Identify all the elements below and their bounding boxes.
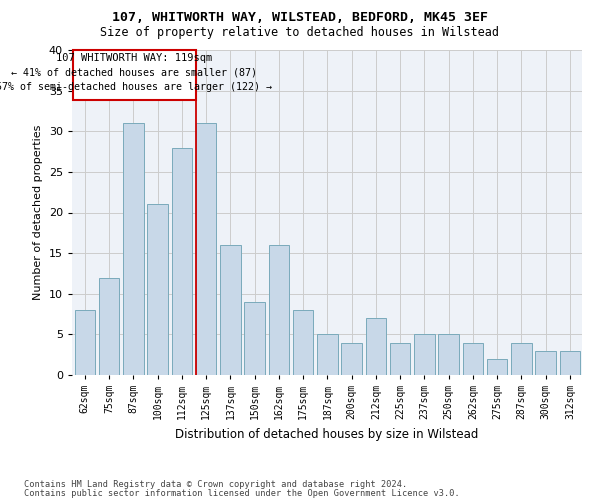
Bar bbox=[293, 310, 313, 375]
Bar bbox=[73, 50, 196, 100]
Bar bbox=[463, 342, 483, 375]
Bar bbox=[99, 278, 119, 375]
Bar bbox=[317, 334, 338, 375]
Text: 107 WHITWORTH WAY: 119sqm: 107 WHITWORTH WAY: 119sqm bbox=[56, 53, 212, 63]
Bar bbox=[439, 334, 459, 375]
Bar bbox=[560, 350, 580, 375]
Bar bbox=[147, 204, 168, 375]
Bar bbox=[196, 123, 217, 375]
Text: Contains HM Land Registry data © Crown copyright and database right 2024.: Contains HM Land Registry data © Crown c… bbox=[24, 480, 407, 489]
Text: Size of property relative to detached houses in Wilstead: Size of property relative to detached ho… bbox=[101, 26, 499, 39]
Text: ← 41% of detached houses are smaller (87): ← 41% of detached houses are smaller (87… bbox=[11, 68, 257, 78]
Bar bbox=[123, 123, 143, 375]
Bar bbox=[269, 245, 289, 375]
Bar bbox=[511, 342, 532, 375]
Bar bbox=[365, 318, 386, 375]
Bar bbox=[244, 302, 265, 375]
Bar bbox=[74, 310, 95, 375]
Text: 107, WHITWORTH WAY, WILSTEAD, BEDFORD, MK45 3EF: 107, WHITWORTH WAY, WILSTEAD, BEDFORD, M… bbox=[112, 11, 488, 24]
Bar bbox=[341, 342, 362, 375]
Text: Contains public sector information licensed under the Open Government Licence v3: Contains public sector information licen… bbox=[24, 488, 460, 498]
Bar bbox=[220, 245, 241, 375]
Y-axis label: Number of detached properties: Number of detached properties bbox=[33, 125, 43, 300]
Bar bbox=[535, 350, 556, 375]
Text: 57% of semi-detached houses are larger (122) →: 57% of semi-detached houses are larger (… bbox=[0, 82, 272, 92]
Bar bbox=[172, 148, 192, 375]
X-axis label: Distribution of detached houses by size in Wilstead: Distribution of detached houses by size … bbox=[175, 428, 479, 440]
Bar bbox=[390, 342, 410, 375]
Bar bbox=[487, 359, 508, 375]
Bar bbox=[414, 334, 434, 375]
